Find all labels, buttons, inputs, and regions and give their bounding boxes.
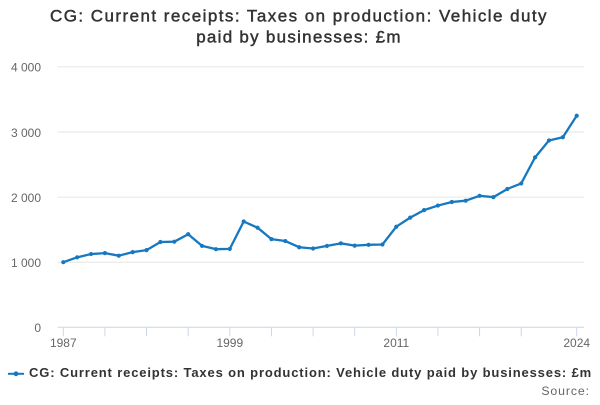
svg-text:0: 0 [34,321,41,335]
svg-text:Source:: Source: [541,384,590,398]
svg-text:1 000: 1 000 [11,256,41,270]
svg-text:CG: Current receipts: Taxes on: CG: Current receipts: Taxes on productio… [50,7,548,26]
svg-text:4 000: 4 000 [11,61,41,75]
svg-text:2 000: 2 000 [11,191,41,205]
svg-text:2024: 2024 [563,336,590,350]
svg-text:1999: 1999 [216,336,243,350]
svg-text:2011: 2011 [383,336,409,350]
svg-text:1987: 1987 [50,336,77,350]
svg-text:paid by businesses: £m: paid by businesses: £m [196,28,402,47]
svg-text:3 000: 3 000 [11,126,41,140]
svg-text:CG: Current receipts: Taxes on: CG: Current receipts: Taxes on productio… [29,365,592,380]
